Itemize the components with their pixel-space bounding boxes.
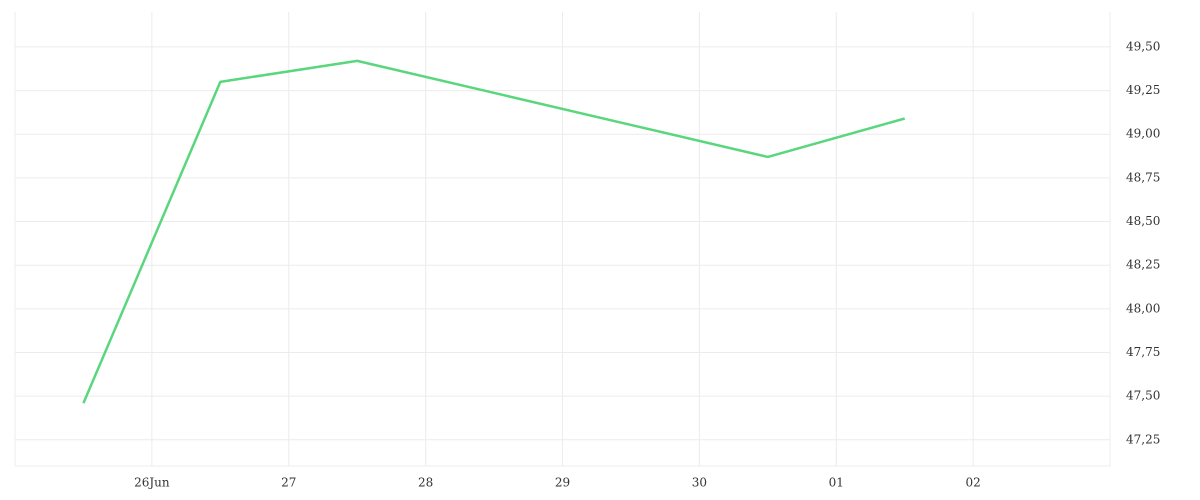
y-tick-label: 48,50 xyxy=(1126,214,1160,228)
x-tick-label: 27 xyxy=(281,476,296,490)
y-tick-label: 47,75 xyxy=(1126,345,1160,359)
x-tick-label: 28 xyxy=(418,476,433,490)
y-tick-label: 47,50 xyxy=(1126,389,1160,403)
x-tick-label: 26Jun xyxy=(134,476,170,490)
x-tick-label: 29 xyxy=(555,476,570,490)
y-tick-label: 48,25 xyxy=(1126,258,1160,272)
x-tick-label: 01 xyxy=(829,476,844,490)
y-tick-label: 48,75 xyxy=(1126,170,1160,184)
x-tick-label: 30 xyxy=(692,476,707,490)
y-tick-label: 47,25 xyxy=(1126,432,1160,446)
x-tick-label: 02 xyxy=(965,476,980,490)
line-series xyxy=(82,59,906,404)
y-tick-label: 49,25 xyxy=(1126,83,1160,97)
y-tick-label: 48,00 xyxy=(1126,301,1160,315)
y-tick-label: 49,00 xyxy=(1126,127,1160,141)
y-tick-label: 49,50 xyxy=(1126,39,1160,53)
